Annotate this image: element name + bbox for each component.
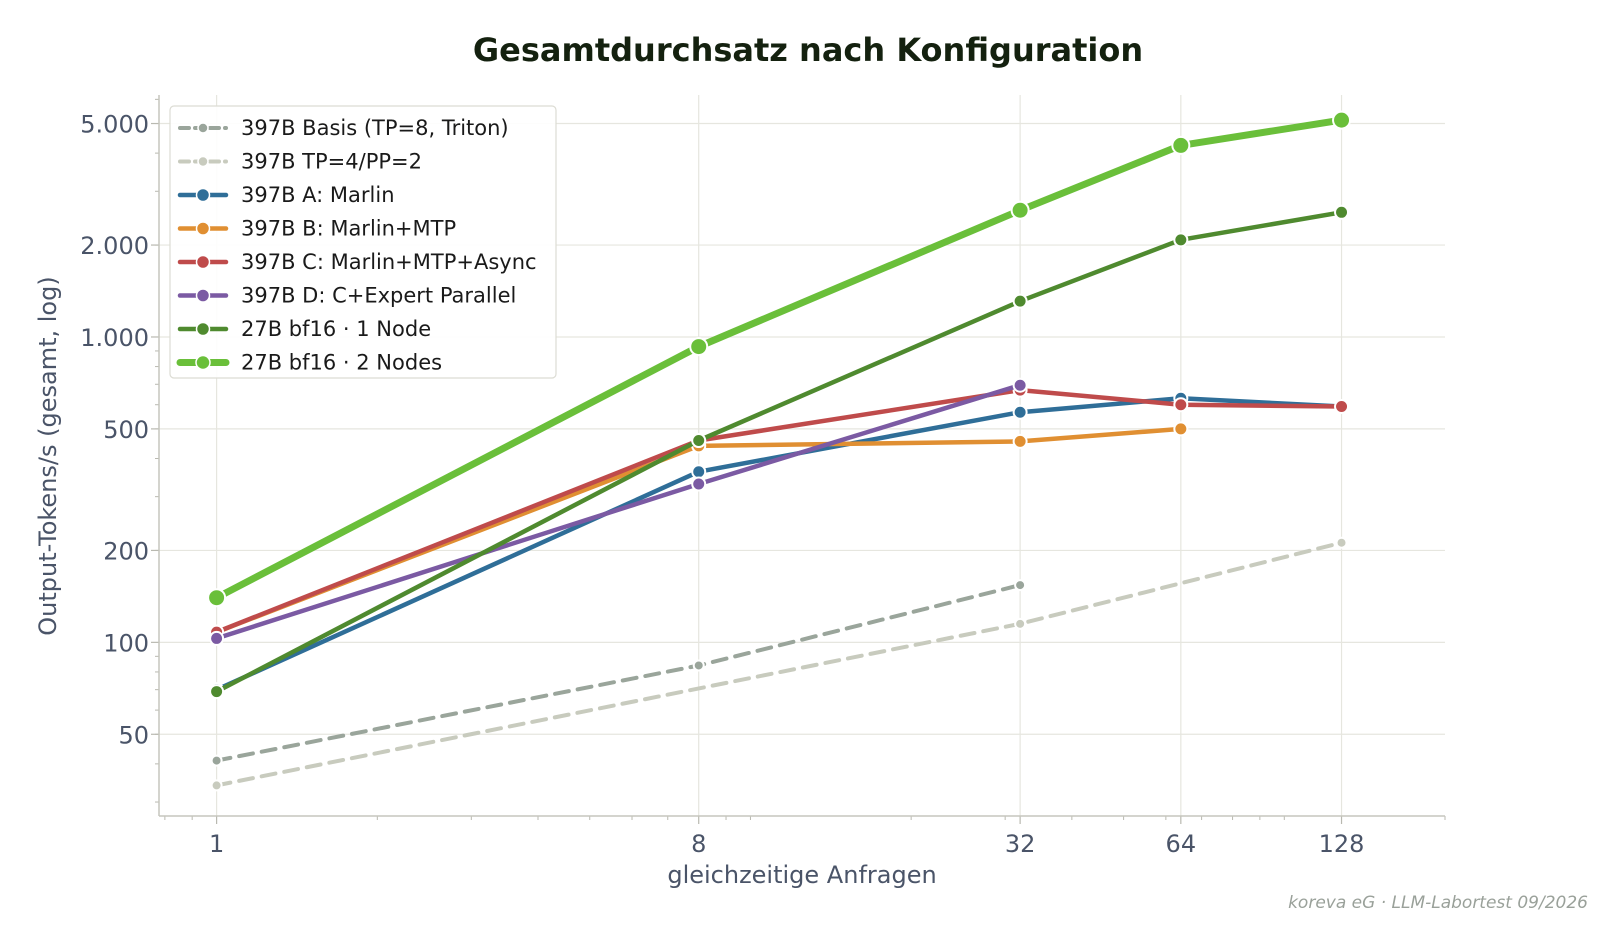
legend-label: 397B Basis (TP=8, Triton) — [241, 116, 509, 140]
legend-label: 397B C: Marlin+MTP+Async — [241, 250, 537, 274]
credit-note: koreva eG · LLM-Labortest 09/2026 — [1288, 893, 1588, 913]
data-point — [1012, 433, 1028, 449]
data-point — [1171, 135, 1191, 155]
data-point — [1014, 579, 1027, 592]
legend-label: 397B A: Marlin — [241, 183, 395, 207]
data-point — [1012, 377, 1028, 393]
data-point — [691, 464, 707, 480]
data-point — [1335, 536, 1348, 549]
y-tick-label: 1.000 — [80, 324, 149, 352]
legend-item: 27B bf16 · 1 Node — [177, 317, 431, 341]
data-point — [1010, 200, 1030, 220]
y-tick-label: 5.000 — [80, 111, 149, 139]
series-8 — [207, 110, 1352, 608]
legend-label: 27B bf16 · 1 Node — [241, 317, 431, 341]
data-point — [691, 476, 707, 492]
data-point — [692, 659, 705, 672]
legend-swatch-marker — [197, 122, 209, 134]
legend-swatch-marker — [195, 354, 211, 371]
legend-swatch-marker — [197, 155, 209, 168]
y-tick-label: 500 — [103, 416, 149, 444]
y-tick-labels: 50 100 200 500 1.000 2.000 5.000 — [80, 111, 149, 750]
legend-label: 397B TP=4/PP=2 — [241, 150, 422, 174]
legend-item: 397B B: Marlin+MTP — [177, 217, 456, 241]
x-tick-label: 128 — [1319, 830, 1365, 858]
legend-label: 397B B: Marlin+MTP — [241, 217, 456, 241]
data-point — [1334, 399, 1350, 415]
series-line — [214, 540, 1344, 788]
legend-item: 27B bf16 · 2 Nodes — [176, 351, 442, 375]
legend-frame — [169, 105, 557, 379]
data-point — [1173, 232, 1189, 248]
series-layer — [207, 110, 1352, 792]
chart-title: Gesamtdurchsatz nach Konfiguration — [473, 31, 1143, 69]
y-tick-label: 100 — [103, 629, 149, 657]
legend-swatch-marker — [195, 321, 211, 337]
data-point — [1173, 397, 1189, 413]
x-tick-label: 64 — [1166, 830, 1197, 858]
legend-swatch-marker — [195, 254, 211, 270]
legend-swatch-marker — [195, 288, 211, 303]
x-tick-label: 8 — [691, 830, 706, 858]
data-point — [1012, 293, 1028, 309]
legend-item: 397B D: C+Expert Parallel — [177, 284, 516, 308]
data-point — [209, 684, 225, 700]
legend-label: 397B D: C+Expert Parallel — [241, 284, 516, 308]
legend-item: 397B A: Marlin — [177, 183, 395, 207]
legend-label: 27B bf16 · 2 Nodes — [241, 351, 442, 375]
data-point — [1332, 110, 1352, 130]
series-3 — [209, 390, 1350, 698]
legend-item: 397B C: Marlin+MTP+Async — [177, 250, 537, 274]
data-point — [210, 754, 223, 767]
series-1 — [210, 579, 1027, 767]
legend: 397B Basis (TP=8, Triton) 397B TP=4/PP=2 3… — [169, 105, 557, 379]
data-point — [1014, 617, 1027, 630]
x-tick-labels: 1 8 32 64 128 — [209, 830, 1364, 858]
series-line — [214, 426, 1184, 635]
y-tick-label: 200 — [103, 537, 149, 565]
data-point — [1173, 421, 1189, 437]
data-point — [210, 779, 223, 792]
legend-item: 397B TP=4/PP=2 — [178, 150, 422, 174]
data-point — [1012, 404, 1028, 420]
legend-swatch-marker — [195, 221, 211, 236]
data-point — [689, 337, 709, 357]
series-line — [214, 382, 1023, 641]
data-point — [209, 630, 225, 646]
series-2 — [210, 536, 1348, 792]
y-axis-label: Output-Tokens/s (gesamt, log) — [34, 276, 62, 635]
series-7 — [209, 204, 1350, 700]
x-tick-label: 32 — [1005, 830, 1036, 858]
series-6 — [209, 377, 1028, 646]
data-point — [207, 588, 227, 608]
y-tick-label: 50 — [118, 721, 149, 749]
x-axis-label: gleichzeitige Anfragen — [667, 861, 936, 889]
legend-swatch-marker — [195, 187, 211, 203]
data-point — [1334, 204, 1350, 220]
y-tick-label: 2.000 — [80, 232, 149, 260]
legend-item: 397B Basis (TP=8, Triton) — [178, 116, 509, 140]
x-tick-label: 1 — [209, 830, 224, 858]
data-point — [691, 433, 707, 449]
